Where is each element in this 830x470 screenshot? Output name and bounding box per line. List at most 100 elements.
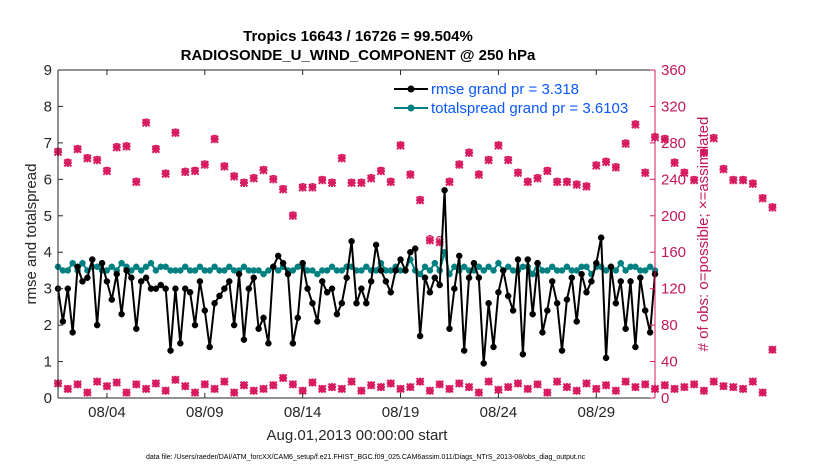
obs-assimilated-point — [474, 170, 484, 179]
rmse-point — [548, 278, 556, 285]
obs-assimilated-point — [503, 155, 513, 165]
obs-assimilated-point — [641, 380, 650, 389]
obs-assimilated-point — [543, 388, 552, 397]
rmse-point — [637, 274, 644, 281]
rmse-point — [137, 278, 145, 285]
obs-assimilated-point — [269, 381, 278, 390]
x-tick-label: 08/19 — [382, 404, 420, 421]
rmse-point — [284, 270, 292, 278]
rmse-point — [627, 278, 634, 285]
y-tick-label-right: 80 — [661, 317, 678, 334]
rmse-point — [240, 336, 248, 343]
rmse-point — [98, 259, 106, 267]
rmse-point — [411, 245, 419, 252]
y-tick-label-left: 1 — [44, 354, 52, 371]
obs-assimilated-point — [660, 381, 669, 390]
obs-assimilated-point — [601, 381, 611, 390]
obs-assimilated-point — [562, 382, 572, 392]
x-axis-label: Aug.01,2013 00:00:00 start — [267, 427, 449, 444]
obs-count-series — [53, 118, 777, 397]
obs-assimilated-point — [572, 180, 581, 190]
y-tick-label-right: 240 — [661, 171, 686, 188]
rmse-point — [358, 285, 365, 292]
totalspread-point — [544, 267, 551, 274]
totalspread-point — [548, 263, 556, 271]
y-tick-label-left: 3 — [44, 281, 52, 298]
obs-assimilated-point — [210, 384, 219, 394]
obs-assimilated-point — [171, 128, 180, 138]
obs-assimilated-point — [190, 166, 200, 176]
x-tick-label: 08/09 — [186, 404, 224, 421]
y-tick-label-right: 40 — [661, 354, 678, 371]
rmse-point — [338, 299, 346, 307]
obs-assimilated-point — [190, 388, 200, 397]
totalspread-point — [617, 259, 624, 267]
totalspread-point — [323, 267, 331, 274]
obs-assimilated-point — [132, 380, 141, 389]
obs-assimilated-point — [337, 154, 347, 163]
rmse-point — [500, 267, 507, 274]
rmse-point — [196, 278, 204, 285]
obs-assimilated-point — [758, 194, 767, 203]
obs-assimilated-point — [308, 183, 317, 192]
obs-assimilated-point — [523, 384, 532, 394]
obs-assimilated-point — [455, 379, 464, 388]
rmse-point — [588, 278, 595, 285]
totalspread-point — [485, 263, 492, 271]
rmse-point — [260, 314, 267, 322]
rmse-point — [216, 292, 223, 300]
rmse-point — [113, 270, 120, 278]
obs-assimilated-point — [670, 384, 679, 394]
obs-assimilated-point — [611, 163, 621, 172]
rmse-point — [402, 267, 409, 274]
x-tick-label: 08/14 — [284, 404, 322, 421]
rmse-point — [353, 299, 360, 307]
totalspread-point — [221, 267, 228, 274]
obs-assimilated-point — [738, 176, 748, 185]
obs-assimilated-point — [748, 377, 758, 386]
obs-assimilated-point — [278, 373, 288, 383]
totalspread-point — [563, 263, 571, 271]
obs-assimilated-point — [689, 380, 699, 389]
rmse-point — [274, 252, 282, 260]
obs-assimilated-point — [249, 386, 258, 395]
obs-assimilated-point — [729, 382, 738, 392]
rmse-point — [235, 270, 243, 278]
obs-assimilated-point — [729, 176, 738, 185]
obs-assimilated-point — [406, 170, 415, 179]
obs-assimilated-point — [484, 377, 493, 386]
rmse-point — [162, 285, 169, 292]
obs-assimilated-point — [415, 377, 425, 386]
rmse-point — [172, 285, 179, 292]
obs-assimilated-point — [689, 176, 699, 185]
rmse-point — [485, 299, 492, 307]
totalspread-point — [314, 270, 321, 278]
rmse-point — [304, 285, 311, 292]
rmse-point — [363, 299, 370, 307]
obs-assimilated-point — [503, 382, 513, 392]
rmse-point — [490, 343, 497, 351]
rmse-point — [382, 278, 390, 285]
totalspread-point — [255, 267, 262, 274]
rmse-point — [265, 340, 272, 347]
rmse-point — [441, 187, 448, 194]
plot-area — [58, 70, 655, 398]
obs-assimilated-point — [621, 377, 630, 386]
obs-assimilated-point — [631, 120, 640, 129]
obs-assimilated-point — [513, 168, 523, 178]
obs-assimilated-point — [592, 161, 601, 170]
obs-assimilated-point — [308, 378, 317, 387]
rmse-point — [534, 259, 541, 267]
rmse-point — [64, 285, 72, 292]
rmse-point — [245, 285, 253, 292]
rmse-point — [446, 325, 453, 333]
obs-assimilated-point — [298, 386, 307, 395]
rmse-point — [578, 270, 585, 278]
rmse-point — [74, 263, 81, 271]
obs-assimilated-point — [200, 160, 210, 169]
totalspread-point — [338, 267, 346, 274]
obs-assimilated-point — [386, 177, 395, 187]
obs-assimilated-point — [425, 386, 435, 395]
totalspread-point — [108, 263, 116, 271]
totalspread-point — [431, 259, 439, 267]
